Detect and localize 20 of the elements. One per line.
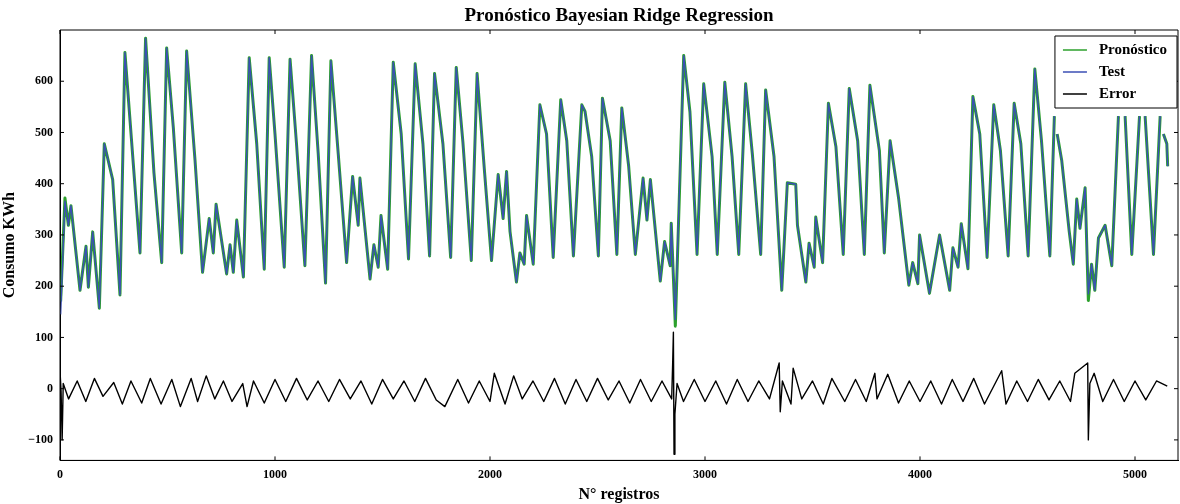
x-tick-label: 2000 (478, 466, 502, 481)
y-tick-label: 400 (35, 175, 53, 190)
x-tick-label: 5000 (1123, 466, 1147, 481)
y-tick-label: 500 (35, 124, 53, 139)
x-tick-label: 4000 (908, 466, 932, 481)
x-axis-title: N° registros (578, 484, 660, 503)
x-tick-label: 3000 (693, 466, 717, 481)
y-axis-title: Consumo KWh (0, 191, 17, 299)
legend-label: Test (1098, 62, 1126, 79)
legend-label: Error (1098, 84, 1137, 101)
y-tick-label: 100 (35, 329, 53, 344)
x-tick-label: 0 (57, 466, 63, 481)
y-tick-label: 300 (35, 227, 53, 242)
y-tick-label: −100 (28, 432, 53, 446)
legend-label: Pronóstico (1098, 40, 1168, 57)
chart-title: Pronóstico Bayesian Ridge Regression (464, 4, 774, 26)
y-tick-label: 200 (35, 278, 53, 293)
y-tick-label: 600 (35, 73, 53, 88)
x-tick-label: 1000 (263, 466, 287, 481)
y-tick-label: 0 (47, 380, 53, 395)
